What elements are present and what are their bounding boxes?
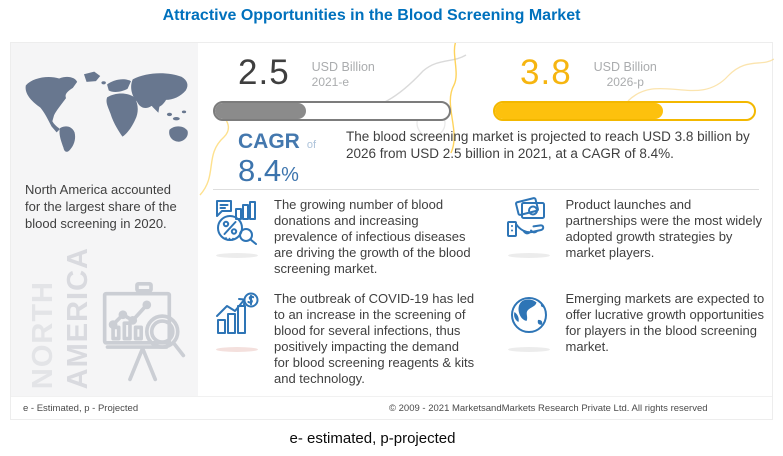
content-area: 2.5 USD Billion 2021-e 3.8 USD Billion 2… (198, 43, 774, 397)
image-caption: e- estimated, p-projected (289, 430, 456, 447)
section-divider (213, 189, 759, 190)
market-analysis-icon (216, 200, 257, 245)
cagr-value: 8.4 (238, 153, 282, 188)
footnote-legend: e - Estimated, p - Projected (23, 403, 139, 414)
progress-bar-2026 (493, 101, 756, 121)
market-summary: The blood screening market is projected … (346, 129, 750, 162)
cagr-label: CAGR (238, 130, 300, 153)
stat-2021: 2.5 USD Billion 2021-e (238, 53, 375, 93)
bullet-text: The outbreak of COVID-19 has led to an i… (274, 290, 475, 387)
cagr-connector: of (306, 139, 317, 151)
page-title: Attractive Opportunities in the Blood Sc… (162, 7, 581, 24)
world-map-icon (25, 71, 188, 152)
stat-2026-unit: USD Billion (593, 60, 657, 74)
stat-2026: 3.8 USD Billion 2026-p (520, 53, 657, 93)
region-panel: North America accounted for the largest … (11, 43, 198, 397)
watermark-america: AMERICA (62, 246, 94, 389)
region-watermark: NORTH AMERICA (27, 244, 95, 389)
bullet-emerging-markets: Emerging markets are expected to offer l… (505, 291, 767, 388)
stat-2021-period: 2021-e (311, 75, 350, 89)
infographic-panel: North America accounted for the largest … (10, 42, 774, 420)
bullet-text: The growing number of blood donations an… (274, 197, 471, 277)
stat-2021-value: 2.5 (238, 53, 290, 92)
icon-shadow (216, 346, 258, 352)
hand-money-icon (506, 197, 545, 237)
progress-fill-2026 (495, 103, 664, 119)
bullet-covid-impact: The outbreak of COVID-19 has led to an i… (213, 291, 475, 388)
region-highlight-text: North America accounted for the largest … (25, 182, 177, 232)
stat-2026-value: 3.8 (520, 53, 572, 92)
icon-shadow (216, 253, 258, 258)
cagr-percent-sign: % (281, 164, 299, 186)
cagr-block: CAGR of 8.4 % (238, 131, 316, 186)
copyright-text: © 2009 - 2021 MarketsandMarkets Research… (389, 403, 708, 414)
watermark-north: NORTH (27, 280, 59, 389)
infographic-footer: e - Estimated, p - Projected © 2009 - 20… (11, 396, 772, 419)
growth-bars-icon (216, 292, 259, 334)
bullet-grid: The growing number of blood donations an… (213, 197, 766, 387)
bullet-blood-donations: The growing number of blood donations an… (213, 197, 475, 278)
globe-icon (510, 296, 547, 333)
bullet-product-launches: Product launches and partnerships were t… (505, 197, 767, 278)
progress-fill-2021 (215, 103, 307, 119)
bullet-text: Product launches and partnerships were t… (565, 197, 763, 261)
stat-2026-period: 2026-p (606, 75, 644, 89)
progress-bar-2021 (213, 101, 451, 121)
icon-shadow (507, 253, 550, 258)
icon-shadow (507, 346, 550, 352)
market-research-presentation-icon (102, 281, 186, 382)
bullet-text: Emerging markets are expected to offer l… (565, 290, 765, 354)
stat-2021-unit: USD Billion (311, 60, 375, 74)
